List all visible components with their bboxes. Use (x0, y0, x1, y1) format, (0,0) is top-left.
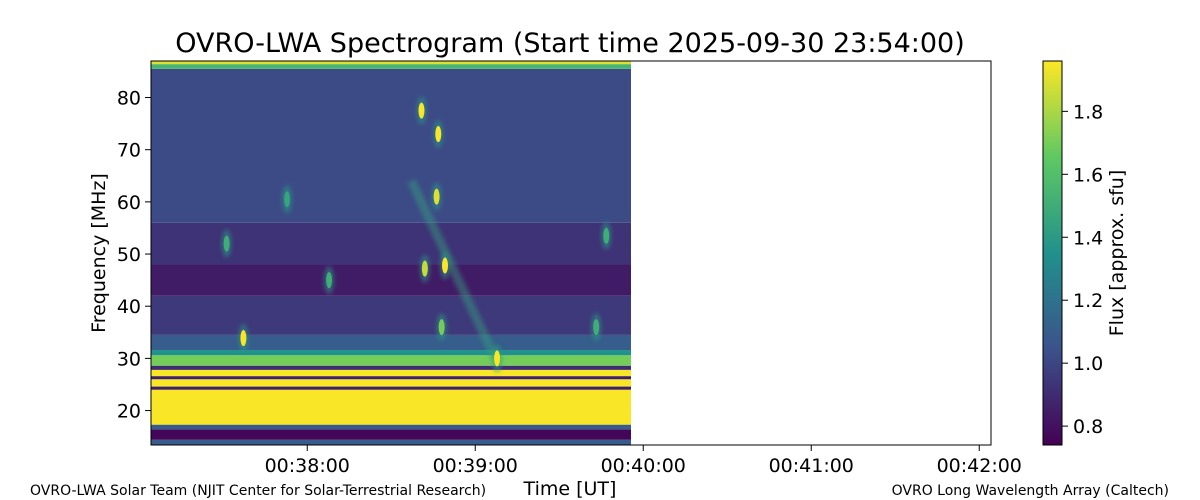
freq-band-6 (151, 376, 631, 380)
burst-9 (438, 319, 445, 336)
burst-12 (593, 319, 600, 336)
colorbar-tick-label-3: 1.4 (1073, 227, 1103, 249)
y-tick-label-2: 40 (117, 296, 141, 318)
burst-11 (603, 227, 610, 244)
colorbar-label: Flux [approx. sfu] (1106, 170, 1128, 337)
colorbar-tick-label-4: 1.6 (1073, 164, 1103, 186)
burst-8 (421, 260, 428, 277)
y-tick-label-4: 60 (117, 192, 141, 214)
x-tick-label-3: 00:41:00 (769, 455, 854, 477)
x-tick-label-0: 00:38:00 (265, 455, 350, 477)
drift-streak (407, 179, 500, 361)
x-tick-label-1: 00:39:00 (433, 455, 518, 477)
freq-band-16 (151, 64, 631, 69)
freq-band-15 (151, 68, 631, 223)
y-tick-label-1: 30 (117, 348, 141, 370)
burst-3 (326, 272, 333, 289)
freq-band-9 (151, 355, 631, 366)
colorbar-gradient (1043, 61, 1062, 445)
burst-6 (433, 188, 440, 205)
x-axis-label: Time [UT] (523, 478, 617, 500)
burst-10 (494, 350, 501, 367)
spectrogram-heatmap (151, 61, 631, 445)
colorbar-tick-label-1: 1.0 (1073, 353, 1103, 375)
freq-band-5 (151, 379, 631, 387)
y-tick-label-6: 80 (117, 88, 141, 110)
y-axis-ticks: 20 30 40 50 60 70 80 (117, 88, 151, 423)
freq-band-12 (151, 295, 631, 335)
freq-band-11 (151, 334, 631, 351)
freq-band-0 (151, 439, 631, 445)
plot-frame (150, 60, 992, 446)
burst-5 (435, 126, 442, 143)
freq-band-3 (151, 389, 631, 425)
chart-title: OVRO-LWA Spectrogram (Start time 2025-09… (175, 28, 965, 59)
freq-band-2 (151, 424, 631, 430)
freq-band-10 (151, 350, 631, 356)
x-tick-label-4: 00:42:00 (937, 455, 1022, 477)
colorbar-ticks: 0.8 1.0 1.2 1.4 1.6 1.8 (1062, 101, 1103, 438)
colorbar: 0.8 1.0 1.2 1.4 1.6 1.8 Flux [approx. sfu] (1042, 60, 1128, 446)
colorbar-tick-label-5: 1.8 (1073, 101, 1103, 123)
freq-band-4 (151, 386, 631, 390)
freq-band-17 (151, 61, 631, 65)
y-tick-label-5: 70 (117, 140, 141, 162)
burst-4 (418, 102, 425, 119)
colorbar-tick-label-2: 1.2 (1073, 290, 1103, 312)
y-axis-label: Frequency [MHz] (88, 173, 110, 333)
credit-left: OVRO-LWA Solar Team (NJIT Center for Sol… (30, 483, 486, 499)
freq-band-8 (151, 365, 631, 370)
burst-7 (442, 257, 448, 274)
plot-area (150, 60, 992, 446)
freq-band-13 (151, 264, 631, 296)
freq-band-7 (151, 369, 631, 377)
x-tick-label-2: 00:40:00 (601, 455, 686, 477)
x-axis-ticks: 00:38:00 00:39:00 00:40:00 00:41:00 00:42:00 (265, 445, 1022, 477)
burst-0 (240, 330, 247, 347)
credit-right: OVRO Long Wavelength Array (Caltech) (892, 483, 1169, 499)
y-tick-label-0: 20 (117, 401, 141, 423)
colorbar-frame (1042, 60, 1063, 446)
freq-band-1 (151, 429, 631, 440)
burst-1 (223, 235, 230, 252)
y-tick-label-3: 50 (117, 244, 141, 266)
colorbar-tick-label-0: 0.8 (1073, 416, 1103, 438)
burst-2 (284, 191, 291, 208)
